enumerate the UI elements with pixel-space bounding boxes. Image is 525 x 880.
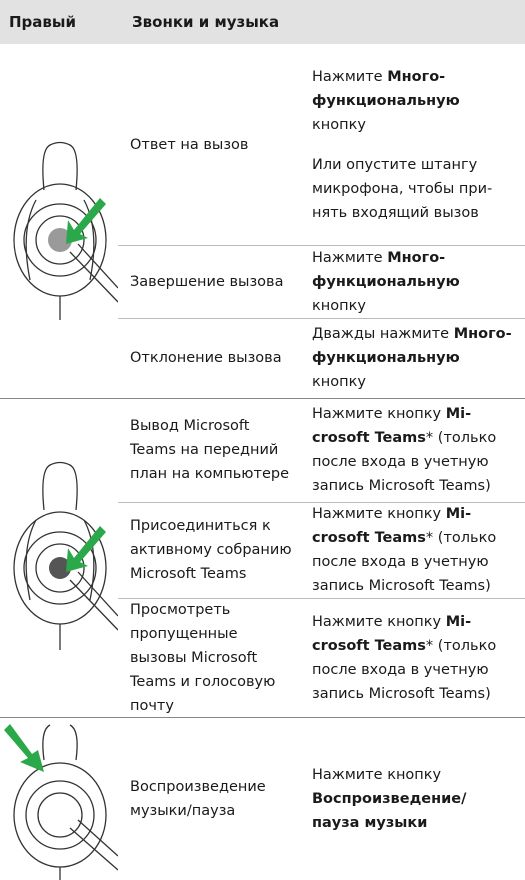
text: Нажмите кнопку <box>312 406 446 422</box>
text: Дважды на­жмите <box>312 326 454 342</box>
text: Нажмите кнопку <box>312 506 446 522</box>
header-cell: Звонки и музыка <box>132 13 280 31</box>
action-text: Отклонение вызова <box>130 350 282 366</box>
headset-icon <box>13 461 118 650</box>
action-text: Вывод Microsoft Teams на передний план н… <box>130 418 289 482</box>
headset-icon <box>13 141 118 320</box>
text: Нажмите <box>312 68 388 85</box>
action-text: Ответ на вызов <box>130 136 249 153</box>
action-cell: Ответ на вызов <box>118 44 300 245</box>
instruction-text: Нажмите кнопку Воспроизведение/ пауза му… <box>312 763 517 835</box>
header-cell: Правый <box>9 13 76 31</box>
bold-text: Mi­crosoft Teams <box>312 406 472 446</box>
action-cell: Завершение вызова <box>118 245 300 318</box>
bold-text: Воспроизведение/ пауза музыки <box>312 790 467 831</box>
instruction-cell: Дважды на­жмите Много­функциональную кно… <box>300 318 525 398</box>
action-text: Воспроизведение музыки/пауза <box>130 778 266 819</box>
text: Нажмите кнопку <box>312 766 442 783</box>
bold-text: Много­функциональную <box>312 326 512 366</box>
text: * (только после входа в учетную запись M… <box>312 430 497 494</box>
row-separator <box>118 598 525 599</box>
text: кнопку <box>312 297 366 314</box>
bold-text: Mi­crosoft Teams <box>312 506 472 546</box>
instruction-cell: Нажмите кнопку Воспроизведение/ пауза му… <box>300 717 525 880</box>
bold-text: Много­функциональную <box>312 68 460 109</box>
instruction-cell: Нажмите Много­функциональную кнопку <box>300 245 525 318</box>
row-separator <box>118 318 525 319</box>
instruction-text: Нажмите кнопку Mi­crosoft Teams* (только… <box>312 610 517 706</box>
instruction-cell: Нажмите кнопку Mi­crosoft Teams* (только… <box>300 598 525 717</box>
text: кнопку <box>312 374 366 390</box>
headset-icon <box>4 724 118 880</box>
text: * (только после входа в учетную запись M… <box>312 530 497 594</box>
instruction-text: Нажмите Много­функциональную кнопку <box>312 246 517 318</box>
action-cell: Отклонение вызова <box>118 318 300 398</box>
group-separator <box>0 717 525 718</box>
instruction-cell: Нажмите Много­функциональную кнопку Или о… <box>300 44 525 245</box>
action-cell: Воспроизведение музыки/пауза <box>118 717 300 880</box>
action-text: Завершение вызова <box>130 273 284 290</box>
text: Или опустите штангу микрофона, чтобы при… <box>312 156 493 221</box>
instruction-cell: Нажмите кнопку Mi­crosoft Teams* (только… <box>300 398 525 502</box>
instruction-text: Нажмите кнопку Mi­crosoft Teams* (только… <box>312 502 517 598</box>
instruction-paragraph: Или опустите штангу микрофона, чтобы при… <box>312 153 517 225</box>
row-separator <box>118 502 525 503</box>
action-text: Просмотреть пропущенные вызовы Microsoft… <box>130 601 276 714</box>
action-cell: Просмотреть пропущенные вызовы Microsoft… <box>118 598 300 717</box>
text: Нажмите кнопку <box>312 613 446 630</box>
bold-text: Много­функциональную <box>312 249 460 290</box>
table-header: Правый Звонки и музыка <box>0 0 525 44</box>
action-cell: Вывод Microsoft Teams на передний план н… <box>118 398 300 502</box>
bold-text: Mi­crosoft Teams <box>312 613 472 654</box>
text: Нажмите <box>312 249 388 266</box>
row-separator <box>118 245 525 246</box>
group-separator <box>0 398 525 399</box>
instruction-text: Нажмите Много­функциональную кнопку Или о… <box>312 65 517 225</box>
text: кнопку <box>312 116 366 133</box>
instruction-text: Нажмите кнопку Mi­crosoft Teams* (только… <box>312 402 517 498</box>
text: * (только после входа в учетную запись M… <box>312 637 497 702</box>
instruction-text: Дважды на­жмите Много­функциональную кно… <box>312 322 517 394</box>
action-cell: Присоединиться к активному собранию Micr… <box>118 502 300 598</box>
instruction-cell: Нажмите кнопку Mi­crosoft Teams* (только… <box>300 502 525 598</box>
action-text: Присоединиться к активному собранию Micr… <box>130 518 292 582</box>
